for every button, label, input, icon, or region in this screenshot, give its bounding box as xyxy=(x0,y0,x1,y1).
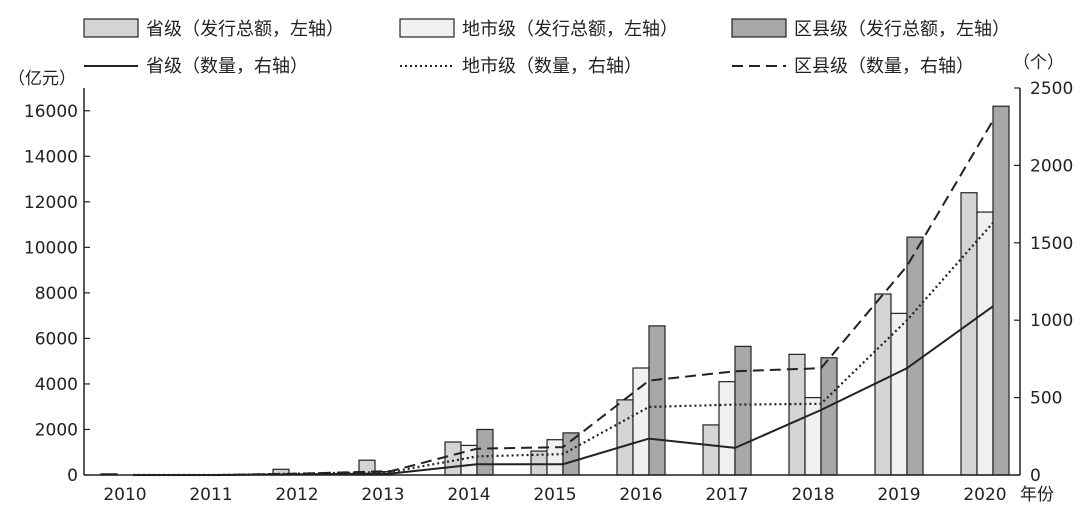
bars xyxy=(100,105,1010,476)
x-tick-label: 2015 xyxy=(533,485,576,505)
legend-swatch-bar-1 xyxy=(399,18,455,38)
x-tick-label: 2019 xyxy=(877,485,920,505)
legend-label-bar-0: 省级（发行总额，左轴） xyxy=(146,19,344,40)
x-tick-label: 2012 xyxy=(275,485,318,505)
y-right-tick-label: 2000 xyxy=(1030,156,1073,176)
y-left-tick-label: 14000 xyxy=(24,147,78,167)
y-right-unit: （个） xyxy=(1013,53,1064,73)
bar-2-2020 xyxy=(992,105,1010,476)
bar-0-2018 xyxy=(788,353,806,476)
y-right-tick-label: 500 xyxy=(1030,389,1062,409)
bar-1-2019 xyxy=(890,312,908,476)
x-tick-label: 2016 xyxy=(619,485,662,505)
legend-label-bar-1: 地市级（发行总额，左轴） xyxy=(462,19,678,40)
bar-0-2014 xyxy=(444,441,462,476)
bar-1-2018 xyxy=(804,397,822,476)
bar-2-2015 xyxy=(562,432,580,476)
lines xyxy=(133,119,994,477)
y-right-ticks: 0 500 1000 1500 2000 2500 xyxy=(1014,79,1073,486)
legend-label-bar-2: 区县级（发行总额，左轴） xyxy=(794,19,1010,40)
axes xyxy=(83,88,1021,476)
y-right-tick-label: 2500 xyxy=(1030,79,1073,99)
x-tick-label: 2011 xyxy=(189,485,232,505)
x-tick-label: 2020 xyxy=(963,485,1006,505)
bar-0-2017 xyxy=(702,424,720,476)
bar-2-2014 xyxy=(476,428,494,476)
y-right-tick-label: 1500 xyxy=(1030,234,1073,254)
bar-2-2018 xyxy=(820,357,838,476)
y-left-ticks: 0 2000 4000 6000 8000 10000 12000 14000 16000 xyxy=(24,102,90,486)
line-series-2 xyxy=(133,119,994,476)
y-left-tick-label: 16000 xyxy=(24,102,78,122)
y-left-tick-label: 8000 xyxy=(35,284,78,304)
y-left-tick-label: 12000 xyxy=(24,193,78,213)
x-unit: 年份 xyxy=(1020,485,1054,505)
y-left-tick-label: 10000 xyxy=(24,238,78,258)
bar-0-2020 xyxy=(960,192,978,476)
legend-swatch-bar-2 xyxy=(731,18,787,38)
y-left-tick-label: 2000 xyxy=(35,420,78,440)
y-right-tick-label: 0 xyxy=(1030,466,1041,486)
bar-1-2016 xyxy=(632,367,650,476)
x-tick-label: 2018 xyxy=(791,485,834,505)
x-tick-label: 2010 xyxy=(103,485,146,505)
y-right-tick-label: 1000 xyxy=(1030,311,1073,331)
x-tick-label: 2017 xyxy=(705,485,748,505)
bar-1-2017 xyxy=(718,381,736,476)
bar-1-2015 xyxy=(546,439,564,476)
x-ticks: 2010 2011 2012 2013 2014 2015 2016 2017 2018 2019… xyxy=(103,485,1006,505)
bar-0-2016 xyxy=(616,399,634,476)
legend-label-line-0: 省级（数量，右轴） xyxy=(146,56,308,77)
legend-label-line-2: 区县级（数量，右轴） xyxy=(794,56,974,77)
x-tick-label: 2014 xyxy=(447,485,490,505)
y-left-tick-label: 6000 xyxy=(35,329,78,349)
y-left-tick-label: 4000 xyxy=(35,375,78,395)
y-left-tick-label: 0 xyxy=(67,466,78,486)
legend: 省级（发行总额，左轴） 地市级（发行总额，左轴） 区县级（发行总额，左轴） 省级（数量… xyxy=(83,18,1010,77)
legend-swatch-bar-0 xyxy=(83,18,139,38)
bar-2-2019 xyxy=(906,236,924,476)
y-left-unit: （亿元） xyxy=(8,69,76,89)
line-series-1 xyxy=(133,221,994,477)
legend-label-line-1: 地市级（数量，右轴） xyxy=(462,56,642,77)
bar-2-2017 xyxy=(734,345,752,476)
x-tick-label: 2013 xyxy=(361,485,404,505)
bar-2-2016 xyxy=(648,325,666,476)
bar-1-2020 xyxy=(976,211,994,476)
bar-0-2019 xyxy=(874,293,892,476)
